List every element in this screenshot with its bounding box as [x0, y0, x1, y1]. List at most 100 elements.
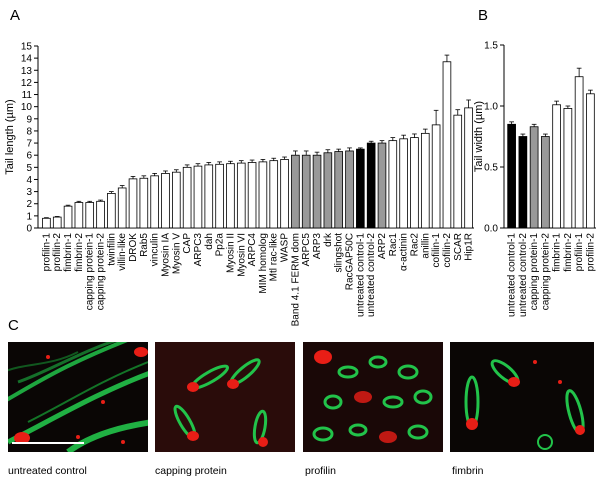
category-label: untreated control-1 — [507, 233, 518, 317]
bar — [291, 154, 300, 229]
category-label: fimbrin-1 — [63, 233, 74, 272]
bar — [574, 76, 584, 229]
bar — [464, 107, 473, 229]
micrograph-label-untreated-control: untreated control — [8, 465, 87, 477]
bar — [529, 126, 539, 229]
category-label: Hip1R — [464, 233, 475, 261]
bar — [172, 171, 181, 229]
bar — [96, 200, 105, 229]
bar — [63, 205, 73, 229]
category-label: ARPC4 — [247, 233, 258, 267]
category-label: fimbrin-2 — [563, 233, 574, 272]
bar — [366, 142, 376, 229]
category-label: profilin-1 — [41, 233, 52, 272]
y-tick-label: 0.5 — [484, 163, 498, 174]
micrograph-label-profilin: profilin — [305, 465, 336, 477]
chart-b-tail-width: 0.0 0.5 1.0 1.5 Tail width (µm) untreated con… — [473, 41, 596, 317]
category-label: capping protein-2 — [96, 233, 107, 311]
bar — [323, 152, 333, 229]
category-label: α-actinin — [399, 233, 410, 271]
micrograph-image — [303, 342, 443, 452]
bar — [356, 148, 365, 229]
micrograph-capping-protein — [155, 342, 295, 452]
bar — [312, 154, 322, 229]
bar — [107, 193, 116, 229]
bar — [74, 202, 84, 229]
y-tick-label: 11 — [22, 90, 33, 101]
bar — [150, 175, 159, 229]
category-label: ARPC3 — [193, 233, 204, 267]
category-label: capping protein-2 — [540, 233, 551, 311]
category-label: Myosin VI — [236, 233, 247, 277]
category-label: Rab5 — [139, 233, 150, 257]
bar — [552, 104, 561, 229]
category-label: villin-like — [117, 233, 128, 271]
y-axis-title: Tail width (µm) — [473, 101, 485, 172]
y-tick-label: 9 — [26, 114, 32, 125]
bar — [117, 187, 127, 229]
micrograph-image — [8, 342, 148, 452]
category-label: SCAR — [453, 233, 464, 261]
y-tick-label: 15 — [21, 42, 33, 53]
bar — [52, 216, 62, 229]
category-label: capping protein-1 — [85, 233, 96, 311]
bar — [247, 162, 257, 229]
micrograph-profilin — [303, 342, 443, 452]
y-tick-label: 1.5 — [484, 41, 498, 52]
category-label: ARP2 — [377, 233, 388, 260]
bar — [453, 114, 463, 229]
category-label: ARPC5 — [301, 233, 312, 267]
category-label: untreated control-2 — [518, 233, 529, 317]
category-label: Myosin II — [225, 233, 236, 273]
bar — [215, 163, 224, 229]
y-tick-label: 0 — [26, 224, 32, 235]
category-label: DROK — [128, 233, 139, 262]
y-tick-label: 3 — [26, 187, 32, 198]
micrograph-untreated-control — [8, 342, 148, 452]
category-label: untreated control-1 — [355, 233, 366, 317]
category-label: cofilin-1 — [431, 233, 442, 268]
category-label: twinfilin — [106, 233, 117, 266]
micrograph-image — [155, 342, 295, 452]
bar — [236, 162, 246, 229]
bar — [204, 164, 214, 229]
category-label: slingshot — [334, 233, 345, 273]
category-label: Pp2a — [215, 233, 226, 257]
category-label: fimbrin-1 — [552, 233, 563, 272]
y-tick-label: 2 — [26, 199, 32, 210]
panel-letter-b: B — [478, 7, 488, 24]
category-label: CAP — [182, 233, 193, 254]
category-label: RacGAP50C — [345, 233, 356, 290]
category-label: drk — [323, 232, 334, 247]
bar — [258, 161, 268, 229]
category-label: Myosin V — [171, 233, 182, 274]
category-label: cofilin-2 — [442, 233, 453, 268]
y-tick-label: 13 — [21, 66, 33, 77]
category-label: Rac1 — [388, 233, 399, 257]
category-label: Band 4.1 FERM dom — [290, 233, 301, 326]
y-axis-title: Tail length (µm) — [4, 99, 16, 174]
panel-letter-c: C — [8, 317, 19, 334]
micrograph-label-capping-protein: capping protein — [155, 465, 227, 477]
y-tick-label: 5 — [26, 163, 32, 174]
category-label: dah — [204, 233, 215, 250]
bar — [586, 93, 595, 229]
y-tick-label: 10 — [21, 102, 33, 113]
bar — [420, 132, 430, 229]
category-label: WASP — [280, 233, 291, 262]
bar — [42, 217, 51, 229]
bar — [193, 165, 203, 229]
bar — [345, 150, 354, 229]
category-label: MIM homolog — [258, 233, 269, 294]
bar — [442, 61, 452, 229]
category-label: vinculin — [150, 233, 161, 266]
panel-letter-a: A — [10, 7, 20, 24]
bar — [226, 163, 235, 229]
category-label: Myosin IA — [160, 233, 171, 277]
bar — [128, 178, 138, 229]
bar — [161, 172, 170, 229]
y-tick-label: 1 — [26, 211, 32, 222]
category-label: anillin — [420, 233, 431, 259]
micrograph-label-fimbrin: fimbrin — [452, 465, 484, 477]
